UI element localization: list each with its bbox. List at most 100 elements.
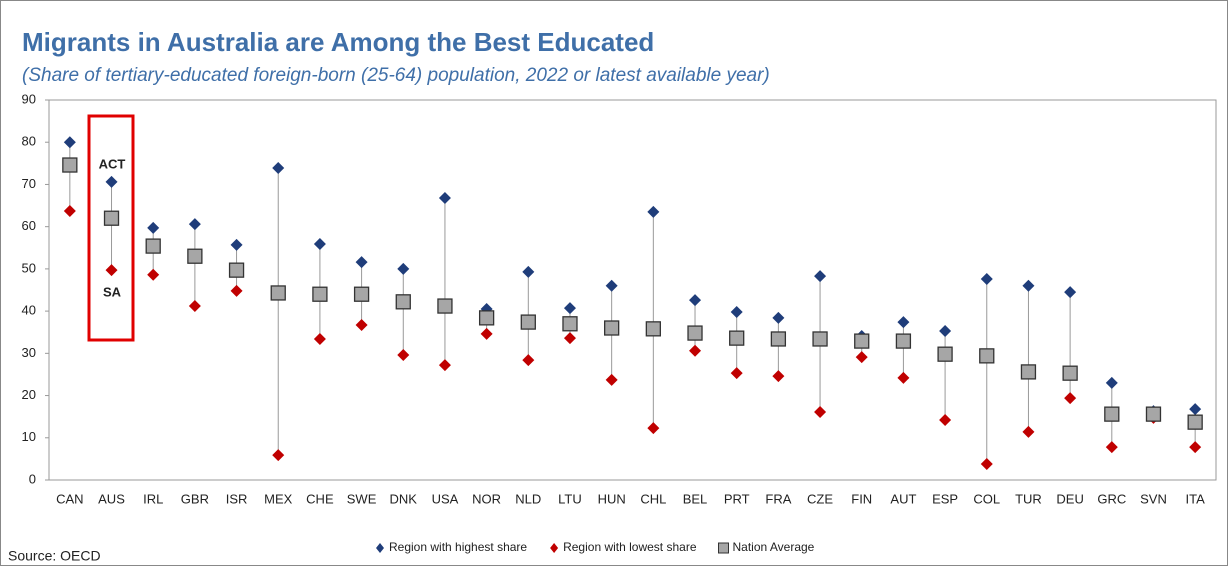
region-marker [1189,403,1202,416]
x-tick-label: DEU [1056,491,1083,506]
average-marker [437,298,453,314]
x-tick-label: LTU [558,491,582,506]
region-marker [730,305,743,318]
region-marker [563,302,576,315]
average-marker [520,314,536,330]
region-marker [855,351,868,364]
x-tick-label: AUT [890,491,916,506]
region-marker [105,264,118,277]
region-marker [980,273,993,286]
region-marker [980,457,993,470]
x-tick-label: GRC [1097,491,1126,506]
y-tick-label: 80 [22,134,36,149]
x-tick-label: CAN [56,491,83,506]
region-marker [355,319,368,332]
region-marker [1105,441,1118,454]
x-tick-label: USA [432,491,459,506]
x-tick-label: CHL [640,491,666,506]
x-tick-label: DNK [390,491,418,506]
legend-swatch [718,542,729,554]
average-marker [228,262,245,278]
x-tick-label: SVN [1140,491,1167,506]
average-marker [770,331,787,347]
region-marker [147,221,160,234]
annotation: SA [103,284,122,299]
x-tick-label: AUS [98,491,125,506]
region-marker [563,332,576,345]
legend-swatch [550,543,559,553]
average-marker [353,286,370,302]
region-marker [730,367,743,380]
y-tick-label: 90 [22,91,36,106]
legend-label: Region with highest share [389,540,527,554]
region-marker [63,136,76,149]
x-tick-label: SWE [347,491,377,506]
region-marker [188,300,201,313]
region-marker [897,316,910,329]
region-marker [272,449,285,462]
y-tick-label: 30 [22,345,36,360]
average-marker [312,286,328,302]
region-marker [689,344,702,357]
x-tick-label: ITA [1186,491,1206,506]
average-marker [1062,365,1078,381]
region-marker [897,371,910,384]
region-marker [605,373,618,386]
region-marker [355,256,368,269]
region-marker [939,324,952,337]
legend-label: Region with lowest share [563,540,697,554]
region-marker [1064,392,1077,405]
average-marker [145,238,161,254]
average-marker [812,331,828,347]
x-tick-label: HUN [598,491,626,506]
average-marker [645,321,661,337]
plot-frame [48,99,1217,481]
annotation: ACT [99,156,126,171]
region-marker [647,205,660,218]
average-marker [895,333,912,349]
y-tick-label: 50 [22,260,36,275]
average-marker [729,330,745,346]
x-tick-label: NLD [515,491,541,506]
legend-swatch [376,543,384,553]
average-marker [1145,406,1162,422]
region-marker [647,422,660,435]
region-marker [1022,425,1035,438]
region-marker [772,311,785,324]
x-tick-label: MEX [264,491,293,506]
y-tick-label: 70 [22,176,36,191]
x-tick-label: CZE [807,491,833,506]
region-marker [272,161,285,174]
region-marker [230,284,243,297]
region-marker [188,218,201,231]
average-marker [937,346,953,362]
source: Source: OECD [8,548,101,564]
average-marker [103,210,120,226]
region-marker [1105,376,1118,389]
y-tick-label: 20 [22,387,36,402]
y-tick-label: 60 [22,218,36,233]
highlight-box [87,114,135,342]
x-tick-label: IRL [143,491,163,506]
region-marker [230,238,243,251]
y-tick-label: 10 [22,429,36,444]
x-tick-label: CHE [306,491,334,506]
x-tick-label: FRA [765,491,791,506]
region-marker [522,265,535,278]
region-marker [772,370,785,383]
region-marker [313,237,326,250]
x-tick-label: TUR [1015,491,1042,506]
region-marker [480,327,493,340]
region-marker [605,279,618,292]
chart-subtitle: (Share of tertiary-educated foreign-born… [22,65,770,86]
average-marker [854,333,870,349]
region-marker [397,349,410,362]
region-marker [814,406,827,419]
average-marker [1187,414,1203,430]
average-marker [187,248,203,264]
y-tick-label: 40 [22,303,36,318]
average-marker [562,316,578,332]
average-marker [270,285,286,301]
region-marker [814,270,827,283]
